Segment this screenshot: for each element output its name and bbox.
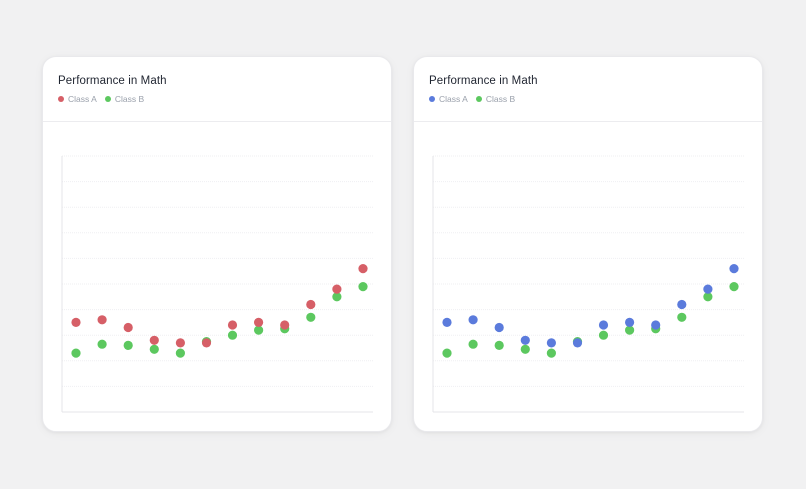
data-point-class-b [625,325,635,335]
data-point-class-a [468,315,478,325]
card-divider [43,121,391,122]
data-point-class-b [358,282,368,292]
legend-dot-icon [475,96,482,102]
data-point-class-b [306,312,316,322]
data-point-class-a [494,322,504,333]
chart-legend: Class A Class B [58,94,152,104]
data-point-class-b [97,339,107,349]
legend-item-class-b[interactable]: Class B [475,94,516,104]
data-point-class-b [520,344,530,354]
scatter-plot [432,155,744,413]
data-point-class-b [468,339,478,349]
data-point-class-a [358,264,368,274]
legend-dot-icon [104,96,111,102]
data-point-class-a [442,317,452,327]
data-point-class-b [729,282,739,292]
legend-item-class-b[interactable]: Class B [104,94,145,104]
data-point-class-a [651,320,661,330]
data-point-class-b [254,325,264,335]
data-point-class-a [677,299,687,310]
data-point-class-b [175,348,185,358]
data-point-class-a [97,315,107,325]
data-point-class-b [703,292,713,302]
chart-card-class-a-blue: Performance in Math Class A Class B [413,56,763,432]
data-point-class-a [703,284,713,294]
card-divider [414,121,762,122]
data-point-class-b [149,344,159,354]
legend-item-class-a[interactable]: Class A [58,94,97,104]
data-point-class-a [201,338,212,348]
data-point-class-b [123,340,133,350]
data-point-class-b [494,340,504,350]
chart-title: Performance in Math [429,75,538,87]
data-point-class-a [332,284,342,294]
data-point-class-b [442,348,452,358]
data-point-class-a [546,338,556,348]
data-point-class-b [71,348,81,358]
scatter-plot [61,155,373,413]
legend-label: Class A [439,94,468,104]
data-point-class-a [520,335,530,345]
data-point-class-a [227,320,238,330]
chart-card-class-a-red: Performance in Math Class A Class B [42,56,392,432]
chart-title: Performance in Math [58,75,167,87]
data-point-class-a [175,338,185,348]
legend-dot-icon [58,96,64,102]
data-point-class-b [598,330,609,340]
data-point-class-a [123,322,133,333]
legend-label: Class A [68,94,97,104]
legend-label: Class B [114,94,145,104]
data-point-class-a [625,317,635,327]
data-point-class-a [71,317,81,327]
data-point-class-a [306,299,316,310]
data-point-class-b [227,330,238,340]
legend-item-class-a[interactable]: Class A [429,94,468,104]
data-point-class-a [598,320,609,330]
data-point-class-b [546,348,556,358]
legend-label: Class B [485,94,516,104]
data-point-class-a [254,317,264,327]
legend-dot-icon [429,96,435,102]
chart-legend: Class A Class B [429,94,523,104]
data-point-class-a [729,264,739,274]
data-point-class-a [149,335,159,345]
data-point-class-a [572,338,583,348]
data-point-class-b [332,292,342,302]
data-point-class-a [280,320,290,330]
data-point-class-b [677,312,687,322]
